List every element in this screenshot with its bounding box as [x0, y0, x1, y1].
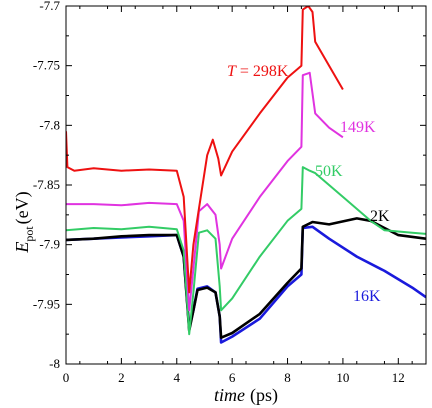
x-tick-label: 12	[392, 370, 405, 385]
x-tick-label: 10	[336, 370, 349, 385]
series-label-298k-symbol: T	[227, 63, 237, 80]
y-axis-title-subscript: pot	[22, 226, 36, 242]
x-axis-title-variable: time	[214, 385, 245, 405]
series-label-16k: 16K	[353, 288, 381, 305]
series-layer	[66, 6, 426, 344]
y-axis-title-symbol: E	[12, 242, 32, 254]
y-axis-title: Epot (eV)	[12, 191, 36, 253]
y-tick-label: -7.8	[39, 117, 60, 132]
series-line-16k	[66, 225, 426, 344]
y-tick-label: -7.75	[33, 58, 60, 73]
series-line-50k	[66, 166, 426, 336]
series-line--298k	[66, 6, 344, 294]
y-tick-label: -7.9	[39, 237, 60, 252]
x-tick-label: 8	[284, 370, 291, 385]
plot-frame	[65, 5, 427, 365]
y-tick-label: -7.95	[33, 296, 60, 311]
x-tick-label: 2	[118, 370, 125, 385]
y-tick-label: -8	[49, 356, 60, 371]
series-line-149k	[66, 71, 344, 312]
x-tick-label: 4	[174, 370, 181, 385]
ticks-layer: 0 2 4 6 8 10 12 -7.7 -7.75 -7.8 -7.85 -7.9 -7.95 -8	[33, 0, 426, 385]
series-label-50k: 50K	[315, 163, 343, 180]
series-label-298k-value: = 298K	[236, 63, 289, 80]
y-tick-label: -7.85	[33, 177, 60, 192]
x-tick-label: 6	[229, 370, 236, 385]
x-axis-title-unit: (ps)	[250, 385, 278, 406]
y-axis-title-unit: (eV)	[12, 191, 33, 224]
y-tick-label: -7.7	[39, 0, 60, 13]
series-label-2k: 2K	[370, 208, 390, 225]
x-tick-label: 0	[63, 370, 70, 385]
series-line-2k	[66, 217, 426, 340]
x-axis-title: time (ps)	[214, 385, 278, 406]
series-label-149k: 149K	[340, 119, 376, 136]
series-label-298k: T = 298K	[227, 63, 289, 80]
